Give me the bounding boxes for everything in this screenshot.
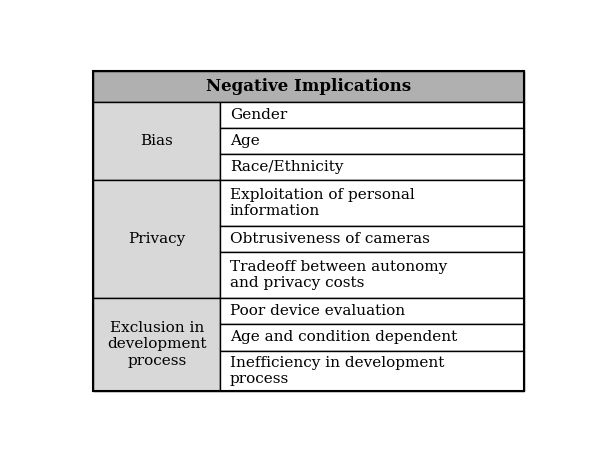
Text: Exploitation of personal
information: Exploitation of personal information bbox=[230, 188, 414, 219]
Bar bbox=[221, 324, 524, 351]
Bar bbox=[221, 128, 524, 154]
Text: Tradeoff between autonomy
and privacy costs: Tradeoff between autonomy and privacy co… bbox=[230, 260, 447, 290]
Bar bbox=[221, 101, 524, 128]
Text: Bias: Bias bbox=[141, 134, 173, 148]
Bar bbox=[93, 101, 221, 180]
Text: Age: Age bbox=[230, 134, 260, 148]
Bar bbox=[93, 298, 221, 391]
Bar bbox=[221, 180, 524, 226]
Bar bbox=[221, 298, 524, 324]
Text: Inefficiency in development
process: Inefficiency in development process bbox=[230, 356, 444, 386]
Text: Gender: Gender bbox=[230, 108, 287, 122]
Text: Age and condition dependent: Age and condition dependent bbox=[230, 330, 457, 345]
Bar bbox=[221, 226, 524, 253]
Text: Privacy: Privacy bbox=[128, 232, 185, 246]
Bar bbox=[221, 351, 524, 391]
Text: Race/Ethnicity: Race/Ethnicity bbox=[230, 160, 343, 174]
Bar bbox=[221, 253, 524, 298]
Bar bbox=[93, 180, 221, 298]
Text: Obtrusiveness of cameras: Obtrusiveness of cameras bbox=[230, 232, 429, 246]
Bar bbox=[93, 71, 524, 101]
Text: Exclusion in
development
process: Exclusion in development process bbox=[107, 321, 207, 368]
Text: Negative Implications: Negative Implications bbox=[206, 78, 411, 95]
Bar bbox=[221, 154, 524, 180]
Text: Poor device evaluation: Poor device evaluation bbox=[230, 304, 405, 318]
Bar bbox=[93, 71, 524, 391]
